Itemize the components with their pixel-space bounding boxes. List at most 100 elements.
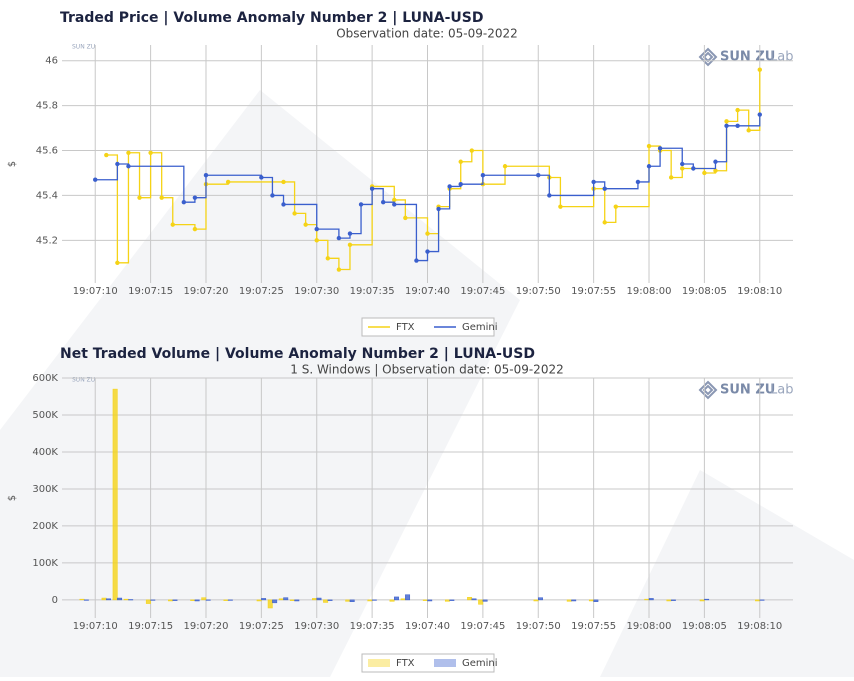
point [358,202,364,207]
legend-label: Gemini [462,658,498,669]
point [281,202,286,207]
bar [272,599,278,604]
bar [194,599,200,602]
legend-box [361,653,495,673]
x-tick-label: 19:07:45 [460,621,505,632]
point [126,164,131,169]
logo-small: SUN ZU [72,44,95,51]
bar [278,598,284,601]
bar [83,599,89,601]
bar [172,599,178,601]
x-tick-label: 19:07:30 [294,286,339,297]
x-tick-label: 19:08:00 [627,621,672,632]
bar [449,599,455,601]
point [724,123,729,129]
bar [566,599,572,602]
point [369,186,375,191]
bar [405,594,411,601]
bar [283,597,289,601]
point [414,258,419,263]
bar [593,599,599,602]
point [536,173,541,178]
x-tick-label: 19:07:10 [73,286,118,297]
point [680,161,685,167]
x-tick-label: 19:08:10 [737,621,782,632]
bar [371,599,377,601]
x-tick-label: 19:07:30 [294,621,339,632]
bar [367,599,373,602]
bar [323,599,329,603]
bar [261,598,267,601]
point [436,206,441,212]
bar [588,599,594,602]
y-tick-label: 45.6 [36,146,58,157]
point [303,222,308,227]
bar [145,599,151,604]
x-tick-label: 19:07:20 [184,286,229,297]
point [735,107,740,113]
x-tick-label: 19:08:05 [682,286,727,297]
point [347,242,353,248]
point [392,202,397,207]
point [746,128,751,133]
bar [101,597,107,601]
bar [150,599,156,601]
bar [168,599,174,602]
x-tick-label: 19:07:40 [405,621,450,632]
x-tick-label: 19:07:25 [239,286,284,297]
x-tick-label: 19:07:15 [128,286,173,297]
legend-swatch [434,659,456,667]
point [137,195,142,200]
point [336,235,342,241]
chart-subtitle: Observation date: 05-09-2022 [336,27,518,41]
y-tick-label: 400K [32,447,58,458]
bar [478,599,484,605]
logo-brand: SUN ZU [720,50,775,65]
point [458,159,463,164]
bar [128,599,134,601]
point [735,123,740,129]
bar [117,597,123,601]
point [325,256,331,261]
bar [533,599,539,602]
bar [538,597,543,601]
point [159,195,164,200]
y-tick-label: 45.4 [36,190,58,201]
y-tick-label: 500K [32,410,58,421]
point [668,175,674,180]
point [591,179,596,185]
point [380,199,386,205]
x-tick-label: 19:07:15 [128,621,173,632]
point [680,166,685,171]
point [447,184,452,189]
point [757,67,762,72]
x-tick-label: 19:07:35 [350,621,395,632]
bar [666,599,672,602]
logo-icon [698,47,718,67]
x-tick-label: 19:07:40 [405,286,450,297]
x-tick-label: 19:07:55 [571,621,616,632]
x-tick-label: 19:07:45 [460,286,505,297]
x-tick-label: 19:08:10 [737,286,782,297]
y-tick-label: 100K [32,558,58,569]
point [181,199,187,205]
y-tick-label: 600K [32,373,58,384]
bar [422,599,428,601]
bar [471,598,477,601]
point [502,164,508,169]
bar [389,599,395,602]
point [192,195,198,200]
bar [327,599,333,601]
point [713,159,718,164]
point [646,164,652,169]
bar [345,599,351,602]
point [292,211,297,216]
x-tick-label: 19:07:35 [350,286,395,297]
y-tick-label: 45.8 [36,101,58,112]
point [270,193,275,198]
bar [427,599,433,602]
bar [644,598,650,601]
point [203,173,209,178]
point [702,170,707,176]
bar [755,599,761,602]
